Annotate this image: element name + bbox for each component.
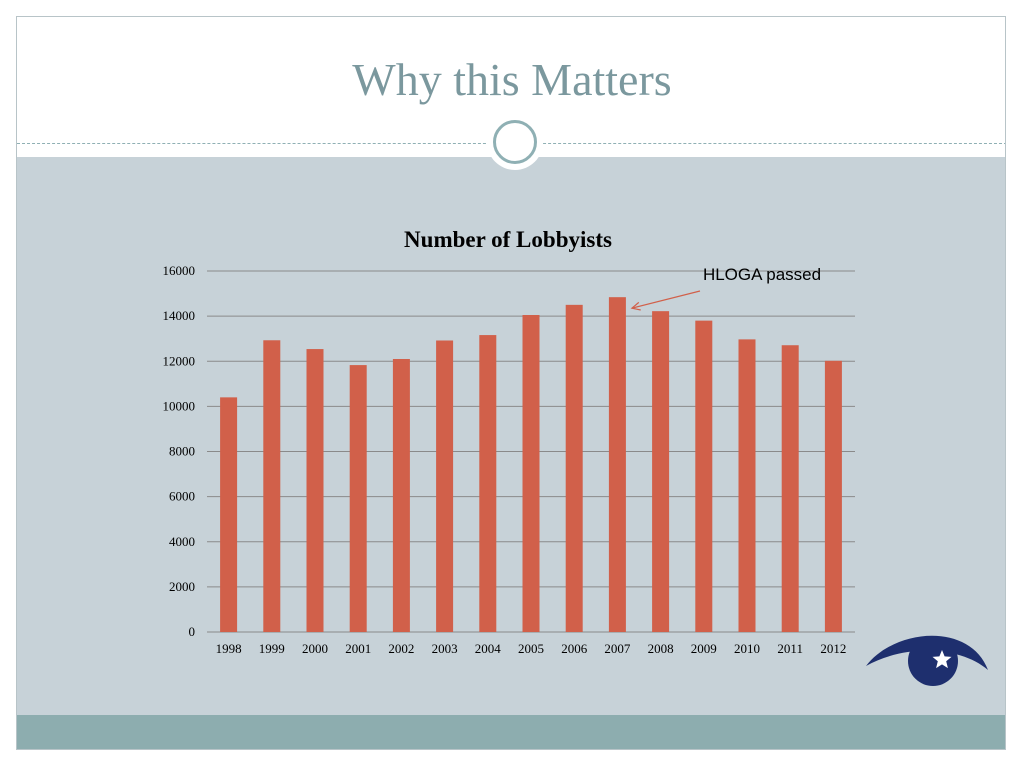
bar-2002 — [392, 358, 410, 632]
bar-2005 — [522, 314, 540, 632]
bar-2001 — [349, 365, 367, 632]
x-tick-label: 2012 — [820, 641, 846, 656]
y-tick-label: 0 — [189, 624, 196, 639]
bar-2010 — [738, 339, 756, 632]
chart-title: Number of Lobbyists — [404, 227, 612, 252]
annotation-arrowhead — [630, 301, 641, 311]
footer-bar — [17, 715, 1005, 749]
y-tick-label: 2000 — [169, 579, 195, 594]
annotation-label: HLOGA passed — [703, 265, 821, 284]
bar-2004 — [479, 335, 497, 632]
circle-ornament-ring — [493, 120, 537, 164]
circle-ornament-icon — [487, 114, 543, 170]
y-tick-label: 16000 — [163, 263, 196, 278]
annotation-arrow — [631, 290, 701, 309]
x-tick-label: 2007 — [604, 641, 631, 656]
chart-bars — [220, 297, 842, 632]
slide-title: Why this Matters — [352, 54, 672, 105]
x-tick-label: 2010 — [734, 641, 760, 656]
x-tick-label: 1999 — [259, 641, 285, 656]
logo-eye-arc — [866, 635, 988, 670]
y-axis-ticks: 0 2000 4000 6000 8000 10000 12000 14000 16000 — [163, 263, 196, 639]
bar-2006 — [565, 304, 583, 632]
x-tick-label: 2001 — [345, 641, 371, 656]
chart-annotation: HLOGA passed — [630, 265, 821, 311]
x-axis-ticks: 1998 1999 2000 2001 2002 2003 2004 2005 2006 2007… — [216, 641, 847, 656]
x-tick-label: 2005 — [518, 641, 544, 656]
slide-frame: Why this Matters — [16, 16, 1006, 750]
bar-2008 — [652, 311, 670, 632]
x-tick-label: 1998 — [216, 641, 242, 656]
y-tick-label: 12000 — [163, 353, 196, 368]
bar-2007 — [608, 297, 626, 632]
x-tick-label: 2004 — [475, 641, 502, 656]
x-tick-label: 2008 — [648, 641, 674, 656]
y-tick-label: 14000 — [163, 308, 196, 323]
bar-2012 — [824, 360, 842, 632]
bar-2009 — [695, 320, 713, 632]
x-tick-label: 2002 — [388, 641, 414, 656]
x-tick-label: 2003 — [432, 641, 458, 656]
x-tick-label: 2011 — [777, 641, 803, 656]
x-tick-label: 2000 — [302, 641, 328, 656]
bar-2003 — [436, 340, 454, 632]
logo-star — [932, 650, 952, 669]
bar-2011 — [781, 345, 799, 632]
y-tick-label: 8000 — [169, 444, 195, 459]
x-tick-label: 2006 — [561, 641, 588, 656]
y-tick-label: 6000 — [169, 489, 195, 504]
logo-eye-pupil — [908, 636, 958, 686]
y-tick-label: 10000 — [163, 398, 196, 413]
bar-2000 — [306, 349, 324, 632]
y-tick-label: 4000 — [169, 534, 195, 549]
eye-star-logo-icon — [866, 635, 988, 686]
x-tick-label: 2009 — [691, 641, 717, 656]
bar-1998 — [220, 397, 238, 632]
bar-1999 — [263, 340, 281, 632]
